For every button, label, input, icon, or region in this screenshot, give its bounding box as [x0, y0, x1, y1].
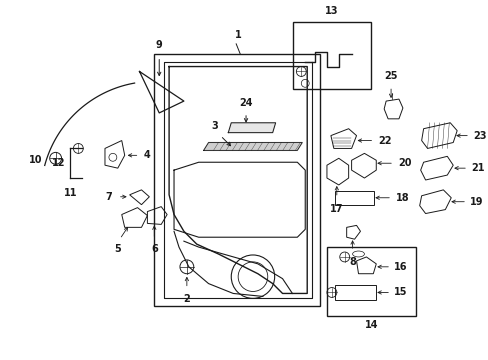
Bar — [334, 191, 373, 205]
Text: 7: 7 — [105, 192, 112, 202]
Text: 4: 4 — [143, 150, 150, 160]
Text: 22: 22 — [378, 135, 391, 145]
Text: 6: 6 — [151, 244, 157, 254]
Text: 14: 14 — [364, 320, 377, 330]
Text: 12: 12 — [52, 158, 65, 168]
Text: 18: 18 — [395, 193, 409, 203]
Text: 15: 15 — [393, 288, 407, 297]
Text: 13: 13 — [325, 6, 338, 16]
Polygon shape — [203, 143, 302, 150]
Text: 21: 21 — [470, 163, 484, 173]
Text: 5: 5 — [114, 244, 121, 254]
Bar — [293, 22, 370, 89]
Text: 8: 8 — [348, 257, 355, 267]
Bar — [334, 284, 375, 300]
Text: 20: 20 — [397, 158, 410, 168]
Text: 17: 17 — [329, 204, 343, 214]
Polygon shape — [228, 123, 275, 132]
Text: 2: 2 — [183, 294, 190, 305]
Text: 23: 23 — [472, 131, 486, 141]
Text: 9: 9 — [156, 40, 163, 50]
Text: 16: 16 — [393, 262, 407, 272]
Bar — [154, 54, 319, 306]
Text: 25: 25 — [384, 71, 397, 81]
Text: 10: 10 — [29, 155, 43, 165]
Text: 24: 24 — [239, 98, 252, 108]
Text: 3: 3 — [211, 121, 218, 131]
Text: 1: 1 — [234, 30, 241, 40]
Bar — [326, 247, 415, 316]
Text: 19: 19 — [469, 197, 483, 207]
Text: 11: 11 — [63, 188, 77, 198]
